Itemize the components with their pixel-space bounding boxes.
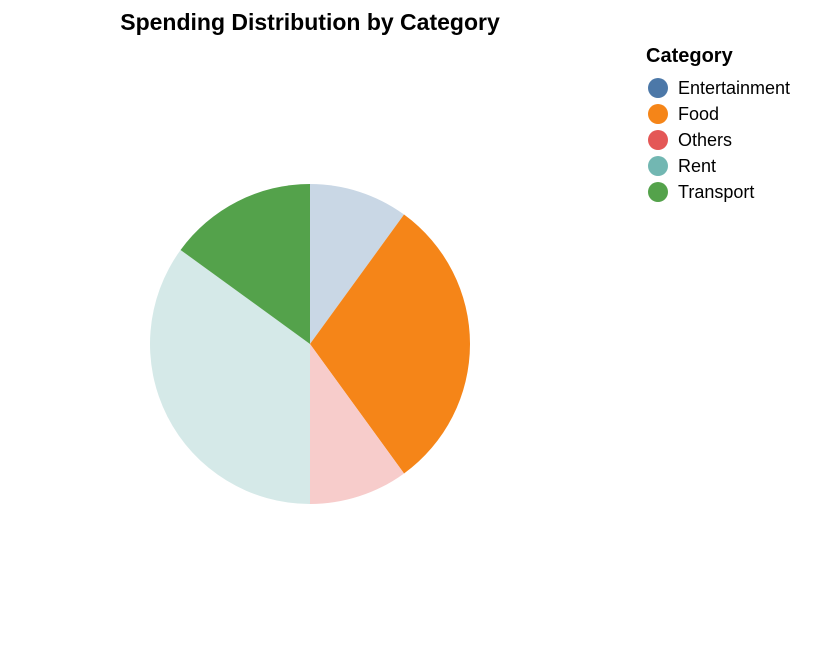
pie-slice-rent[interactable] [149, 249, 310, 505]
pie-slice-food[interactable] [310, 214, 471, 474]
legend-label-others: Others [678, 130, 732, 150]
legend-label-transport: Transport [678, 182, 754, 202]
legend-swatch-food [648, 104, 668, 124]
legend-swatch-entertainment [648, 78, 668, 98]
pie-slice-entertainment[interactable] [310, 183, 405, 344]
legend-swatch-others [648, 130, 668, 150]
chart-title: Spending Distribution by Category [120, 9, 500, 35]
legend: Category Entertainment Food Others Rent Tran… [646, 45, 790, 202]
legend-label-food: Food [678, 104, 719, 124]
pie-slices [149, 183, 471, 505]
legend-label-entertainment: Entertainment [678, 78, 790, 98]
legend-swatch-transport [648, 182, 668, 202]
pie-slice-transport[interactable] [180, 184, 310, 344]
legend-title: Category [646, 45, 734, 67]
legend-swatch-rent [648, 156, 668, 176]
legend-label-rent: Rent [678, 156, 716, 176]
pie-slice-others[interactable] [310, 344, 405, 504]
